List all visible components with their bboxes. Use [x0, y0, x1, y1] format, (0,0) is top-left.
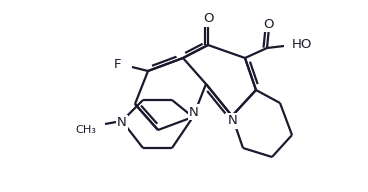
Text: N: N [117, 117, 127, 129]
Text: CH₃: CH₃ [75, 125, 96, 135]
Text: N: N [87, 123, 97, 137]
Text: O: O [264, 17, 274, 31]
Text: HO: HO [292, 37, 312, 50]
Text: N: N [228, 114, 238, 127]
Text: N: N [189, 105, 199, 118]
Text: F: F [113, 59, 121, 71]
Text: O: O [203, 12, 213, 26]
